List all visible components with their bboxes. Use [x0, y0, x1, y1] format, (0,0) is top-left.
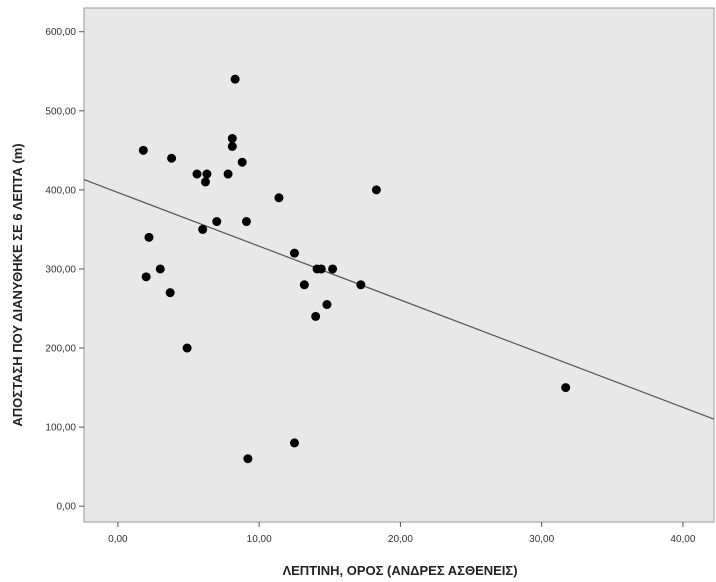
- data-point: [202, 169, 212, 179]
- data-point: [289, 248, 299, 258]
- data-point: [561, 383, 571, 393]
- data-point: [356, 280, 366, 290]
- x-tick-label: 20,00: [388, 534, 413, 545]
- x-axis: 0,00 10,00 20,00 30,00 40,00: [108, 522, 696, 545]
- data-point: [227, 141, 237, 151]
- data-point: [212, 217, 222, 227]
- data-points: [138, 74, 571, 464]
- data-point: [299, 280, 309, 290]
- data-point: [192, 169, 202, 179]
- y-tick-label: 100,00: [45, 423, 76, 434]
- data-point: [200, 177, 210, 187]
- data-point: [311, 311, 321, 321]
- data-point: [274, 193, 284, 203]
- x-tick-label: 30,00: [529, 534, 554, 545]
- data-point: [198, 224, 208, 234]
- data-point: [230, 74, 240, 84]
- data-point: [155, 264, 165, 274]
- x-axis-title: ΛΕΠΤΙΝΗ, ΟΡΟΣ (ΑΝΔΡΕΣ ΑΣΘΕΝΕΙΣ): [282, 563, 517, 578]
- data-point: [328, 264, 338, 274]
- y-axis-title: ΑΠΟΣΤΑΣΗ ΠΟΥ ΔΙΑΝΥΘΗΚΕ ΣΕ 6 ΛΕΠΤΑ (m): [10, 143, 25, 426]
- data-point: [316, 264, 326, 274]
- x-tick-label: 10,00: [247, 534, 272, 545]
- y-tick-label: 400,00: [45, 185, 76, 196]
- data-point: [141, 272, 151, 282]
- data-point: [371, 185, 381, 195]
- data-point: [138, 145, 148, 155]
- x-tick-label: 40,00: [670, 534, 695, 545]
- data-point: [167, 153, 177, 163]
- fit-line: [83, 179, 715, 420]
- data-point: [227, 133, 237, 143]
- data-point: [241, 217, 251, 227]
- y-tick-label: 0,00: [57, 502, 77, 513]
- x-tick-label: 0,00: [108, 534, 128, 545]
- data-point: [223, 169, 233, 179]
- y-tick-label: 200,00: [45, 344, 76, 355]
- y-axis: 0,00 100,00 200,00 300,00 400,00 500,00 600,00: [45, 27, 84, 513]
- data-point: [322, 300, 332, 310]
- data-point: [237, 157, 247, 167]
- data-point: [144, 232, 154, 242]
- data-point: [165, 288, 175, 298]
- plot-area: [83, 7, 715, 523]
- data-point: [182, 343, 192, 353]
- y-tick-label: 500,00: [45, 106, 76, 117]
- data-point: [243, 454, 253, 464]
- data-point: [289, 438, 299, 448]
- y-tick-label: 600,00: [45, 27, 76, 38]
- y-tick-label: 300,00: [45, 264, 76, 275]
